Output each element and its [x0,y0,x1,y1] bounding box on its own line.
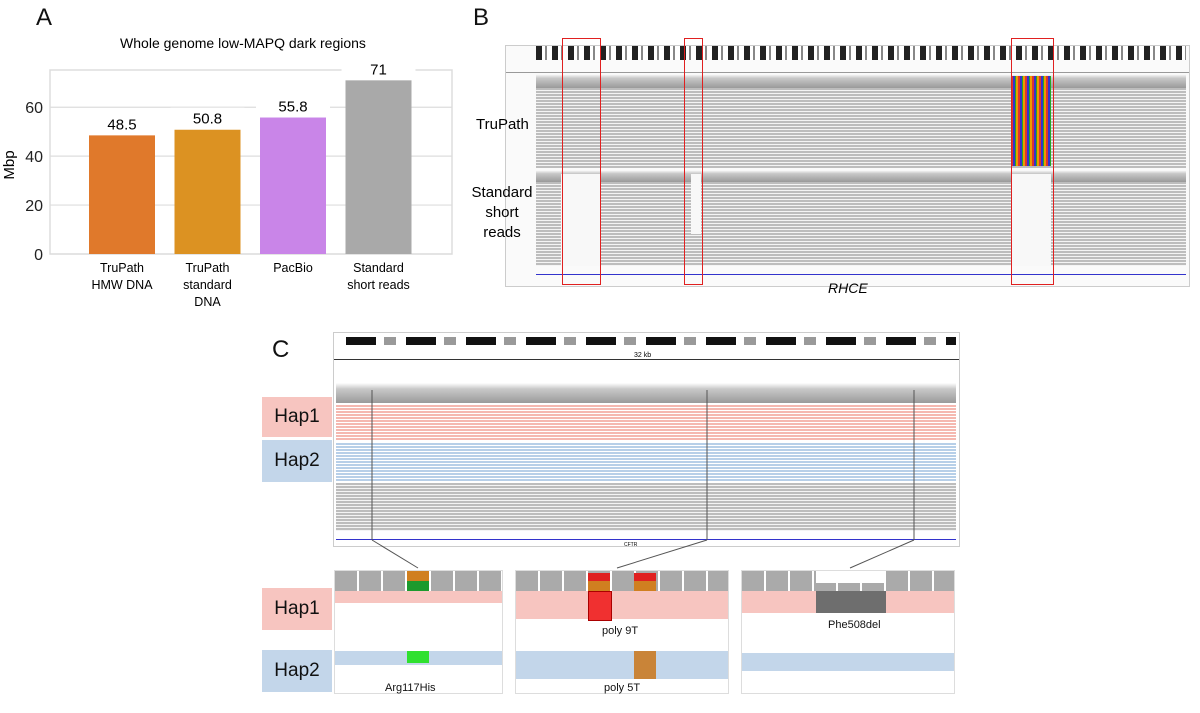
panel-label-a: A [36,4,53,31]
bar [260,117,326,255]
reads-short [536,182,1186,266]
deletion-marker [816,591,886,613]
variant-label: Arg117His [385,682,436,694]
track-label-short-reads: Standard short reads [471,184,533,241]
y-tick-label: 60 [25,100,43,117]
x-tick-label: Standard [353,261,404,275]
hap1-label: Hap1 [262,397,332,437]
highlight-box [684,38,703,285]
scale-label: 32 kb [634,352,652,359]
x-tick-label: HMW DNA [91,278,153,292]
dark-region-gap [1011,174,1051,266]
y-tick-label: 40 [25,149,43,166]
igv-view-rhce [505,45,1190,287]
gene-track [536,274,1186,275]
chromosome-ideogram [536,46,1186,60]
coverage-track [336,383,956,403]
variant-label: poly 5T [604,682,641,694]
y-axis-label: Mbp [1,150,18,179]
x-tick-label: TruPath [185,261,229,275]
zoom-panel-arg117his: Arg117His [334,570,503,694]
reads-unphased [336,483,956,531]
reads-trupath [536,88,1186,168]
dark-region-gap [561,174,601,266]
y-tick-label: 0 [34,247,43,264]
zoom-panel-phe508del: Phe508del [741,570,955,694]
variant-cluster [1011,76,1051,166]
value-label: 55.8 [278,99,307,116]
chart-title: Whole genome low-MAPQ dark regions [120,35,366,51]
gene-label-cftr: CFTR [624,542,638,548]
variant-label: Phe508del [828,619,881,631]
gene-track [336,539,956,540]
highlight-box [562,38,601,285]
y-tick-label: 20 [25,198,43,215]
zoom-panel-polyt: poly 9T poly 5T [515,570,729,694]
reads-hap1 [336,405,956,441]
bar-chart: 0 20 40 60 Mbp Whole genome low-MAPQ dark reg… [1,35,453,309]
value-label: 48.5 [107,116,136,133]
variant-marker [634,651,656,679]
chromosome-ideogram [336,337,956,345]
bar [345,80,412,255]
x-tick-label: DNA [194,295,221,309]
value-label: 71 [370,61,387,78]
variant-label: poly 9T [602,625,639,637]
value-label: 50.8 [193,111,222,128]
hap2-label-zoom: Hap2 [262,650,332,692]
panel-label-b: B [473,4,490,31]
x-tick-label: short reads [347,278,410,292]
track-label-trupath: TruPath [476,116,529,133]
hap2-label: Hap2 [262,440,332,482]
gene-label-rhce: RHCE [828,280,868,296]
panel-label-c: C [272,336,290,363]
highlight-box [1011,38,1054,285]
hap1-label-zoom: Hap1 [262,588,332,630]
x-tick-label: TruPath [100,261,144,275]
variant-marker [588,591,612,621]
reads-hap2 [336,443,956,481]
x-tick-label: PacBio [273,261,313,275]
igv-view-cftr: 32 kb CFTR [333,332,960,548]
bar [89,135,155,254]
x-tick-label: standard [183,278,232,292]
variant-marker [407,651,429,663]
bar [174,129,241,254]
